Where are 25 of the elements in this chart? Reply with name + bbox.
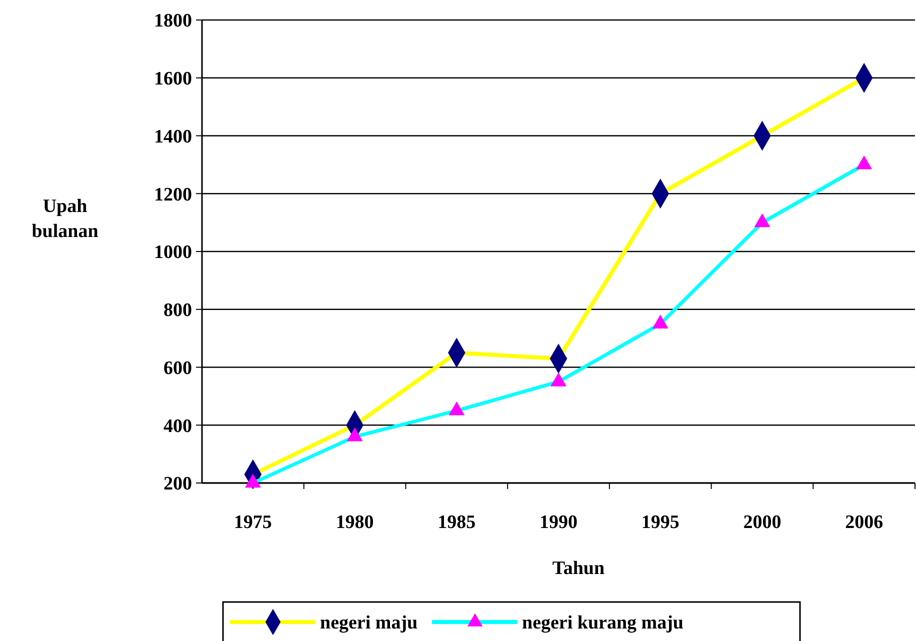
x-tick-label: 1990 [540, 512, 578, 533]
point [754, 213, 770, 228]
point [550, 372, 566, 386]
y-tick-label: 1600 [154, 68, 192, 90]
x-tick-label: 1980 [336, 512, 374, 533]
y-tick-label: 400 [164, 416, 192, 437]
y-tick-label: 1200 [154, 184, 192, 206]
point [346, 428, 363, 442]
y-tick-label: 200 [164, 474, 192, 495]
y-tick-label: 600 [164, 358, 192, 379]
x-tick-label: 1985 [438, 512, 476, 533]
point [652, 314, 668, 328]
x-tick-label: 1975 [234, 512, 272, 533]
x-tick-label: 2000 [743, 512, 782, 533]
x-tick-label: 1995 [641, 512, 680, 533]
y-tick-label: 1400 [154, 126, 192, 148]
y-tick-label: 1800 [154, 10, 192, 32]
legend-label: negeri maju [320, 612, 418, 634]
legend-label: negeri kurang maju [522, 612, 684, 634]
x-axis-title: Tahun [552, 558, 605, 579]
point [448, 401, 465, 416]
y-tick-label: 1000 [154, 242, 192, 264]
y-axis-title: Upah bulanan [32, 196, 99, 242]
x-tick-label: 2006 [845, 512, 884, 533]
y-tick-label: 800 [164, 300, 192, 322]
